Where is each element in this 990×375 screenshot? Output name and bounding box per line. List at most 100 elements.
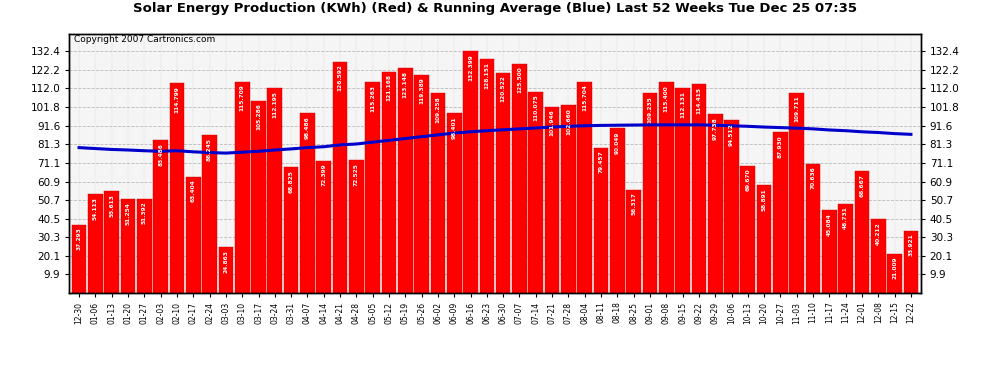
Text: Solar Energy Production (KWh) (Red) & Running Average (Blue) Last 52 Weeks Tue D: Solar Energy Production (KWh) (Red) & Ru… [133,2,857,15]
Bar [251,100,266,292]
Bar [317,160,331,292]
Text: 114.415: 114.415 [696,87,701,114]
Bar [365,82,380,292]
Text: 115.709: 115.709 [240,84,245,111]
Text: 68.825: 68.825 [289,170,294,193]
Bar [104,191,119,292]
Bar [529,92,544,292]
Bar [121,199,136,292]
Bar [398,68,413,292]
Text: 94.512: 94.512 [729,123,734,146]
Text: 98.401: 98.401 [451,116,456,138]
Bar [381,72,396,292]
Text: 69.670: 69.670 [745,168,750,191]
Text: 55.613: 55.613 [109,194,114,217]
Text: 128.151: 128.151 [484,62,489,89]
Bar [71,225,86,292]
Text: 101.946: 101.946 [549,110,554,136]
Text: 125.500: 125.500 [517,66,522,93]
Bar [741,165,755,292]
Text: 54.113: 54.113 [93,196,98,219]
Bar [446,113,461,292]
Text: 56.317: 56.317 [632,193,637,216]
Text: 115.400: 115.400 [663,85,669,112]
Text: 21.009: 21.009 [892,257,897,279]
Text: Copyright 2007 Cartronics.com: Copyright 2007 Cartronics.com [73,35,215,44]
Text: 45.084: 45.084 [827,213,832,236]
Bar [496,73,511,292]
Text: 110.075: 110.075 [534,94,539,122]
Bar [756,185,771,292]
Bar [544,107,559,292]
Text: 121.168: 121.168 [386,75,391,102]
Text: 51.392: 51.392 [142,202,147,224]
Text: 109.711: 109.711 [794,95,799,122]
Bar [692,84,706,292]
Bar [904,231,919,292]
Text: 97.738: 97.738 [713,117,718,140]
Bar [854,171,869,292]
Text: 112.131: 112.131 [680,91,685,118]
Text: 24.863: 24.863 [224,250,229,273]
Text: 109.258: 109.258 [436,96,441,123]
Text: 40.212: 40.212 [876,222,881,245]
Bar [627,190,641,292]
Text: 87.930: 87.930 [778,135,783,158]
Bar [577,82,592,292]
Text: 112.195: 112.195 [272,91,277,118]
Text: 115.263: 115.263 [370,85,375,112]
Bar [202,135,217,292]
Bar [431,93,446,292]
Bar [887,254,902,292]
Text: 72.525: 72.525 [353,163,358,186]
Text: 79.457: 79.457 [599,150,604,173]
Bar [610,128,625,292]
Bar [333,62,347,292]
Text: 109.235: 109.235 [647,96,652,123]
Bar [773,132,788,292]
Text: 37.293: 37.293 [76,227,81,250]
Bar [643,93,657,292]
Bar [153,140,168,292]
Bar [822,210,837,292]
Bar [561,105,576,292]
Bar [594,148,609,292]
Bar [708,114,723,292]
Text: 86.245: 86.245 [207,138,212,161]
Text: 102.660: 102.660 [566,108,571,135]
Bar [300,113,315,292]
Bar [349,160,363,292]
Bar [839,204,853,292]
Bar [235,82,249,292]
Bar [463,51,478,292]
Bar [284,167,298,292]
Text: 83.486: 83.486 [158,143,163,166]
Bar [137,199,151,292]
Text: 132.399: 132.399 [468,54,473,81]
Bar [675,88,690,292]
Text: 98.486: 98.486 [305,116,310,138]
Text: 114.799: 114.799 [174,86,179,113]
Bar [479,59,494,292]
Bar [267,88,282,292]
Text: 120.522: 120.522 [501,76,506,102]
Bar [806,164,821,292]
Bar [724,120,739,292]
Text: 123.148: 123.148 [403,71,408,98]
Bar [186,177,201,292]
Bar [414,75,429,292]
Text: 63.404: 63.404 [191,180,196,203]
Text: 126.592: 126.592 [338,64,343,92]
Text: 58.891: 58.891 [761,188,766,211]
Bar [659,82,673,292]
Text: 72.399: 72.399 [321,163,327,186]
Text: 48.731: 48.731 [843,206,848,229]
Bar [871,219,886,292]
Text: 51.254: 51.254 [126,202,131,225]
Text: 105.286: 105.286 [256,104,261,130]
Bar [789,93,804,292]
Bar [219,247,234,292]
Text: 33.921: 33.921 [909,233,914,256]
Bar [512,64,527,292]
Bar [88,194,103,292]
